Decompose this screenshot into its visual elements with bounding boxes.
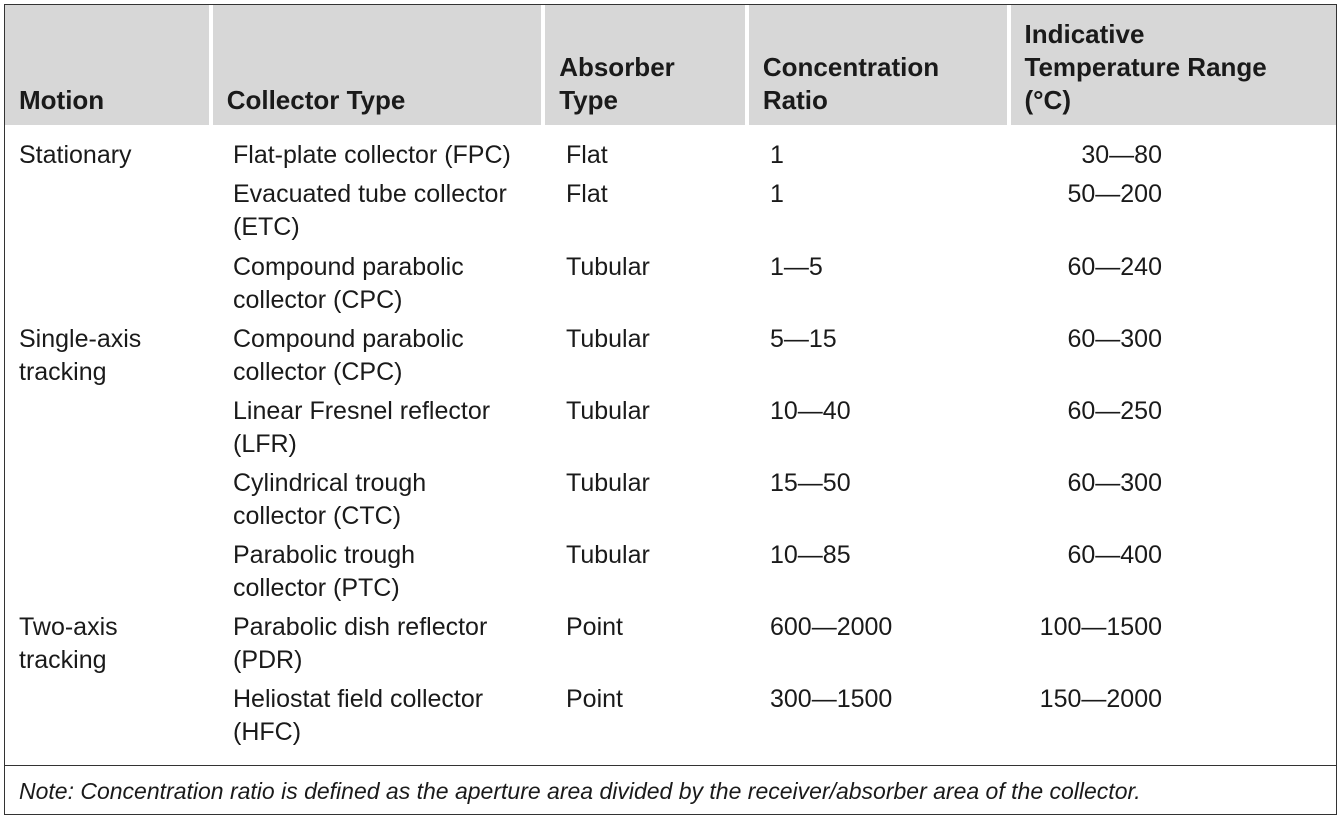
table-note: Note: Concentration ratio is defined as … (19, 778, 1141, 804)
temperature-range-cell: 30—80 (1081, 141, 1162, 169)
header-motion-cell: Motion (5, 5, 213, 125)
concentration-ratio-cell: 600—2000 (770, 613, 893, 641)
concentration-ratio-cell: 15—50 (770, 469, 851, 497)
concentration-ratio-cell: 5—15 (770, 325, 837, 353)
temperature-range-cell: 60—300 (1067, 469, 1162, 497)
concentration-ratio-cell: 1 (770, 180, 784, 208)
temperature-range-cell: 100—1500 (1039, 613, 1162, 641)
collector-type-cell: Compound parabolic collector (CPC) (233, 253, 464, 314)
header-absorber-type-cell: Absorber Type (545, 5, 749, 125)
collector-type-cell: Compound parabolic collector (CPC) (233, 325, 464, 386)
header-motion: Motion (19, 85, 105, 115)
absorber-type-cell: Tubular (566, 397, 650, 425)
header-collector-type-cell: Collector Type (212, 5, 546, 125)
concentration-ratio-cell: 10—40 (770, 397, 851, 425)
absorber-type-cell: Tubular (566, 325, 650, 353)
header-temperature-range-cell: Indicative Temperature Range (°C) (1010, 5, 1336, 125)
collector-type-cell: Flat-plate collector (FPC) (233, 141, 511, 169)
concentration-ratio-cell: 1 (770, 141, 784, 169)
collector-table: Motion Collector Type Absorber Type Conc… (4, 4, 1337, 815)
temperature-range-cell: 60—240 (1067, 253, 1162, 281)
concentration-ratio-cell: 1—5 (770, 253, 823, 281)
absorber-type-cell: Tubular (566, 541, 650, 569)
note-divider (5, 765, 1336, 766)
motion-cell: Stationary (19, 141, 132, 169)
motion-cell: Single-axis tracking (19, 325, 142, 386)
absorber-type-cell: Point (566, 613, 623, 641)
temperature-range-cell: 60—250 (1067, 397, 1162, 425)
header-collector-type: Collector Type (226, 85, 406, 115)
absorber-type-cell: Point (566, 685, 623, 713)
absorber-type-cell: Tubular (566, 469, 650, 497)
header-absorber-type: Absorber Type (559, 52, 675, 115)
table-header: Motion Collector Type Absorber Type Conc… (5, 5, 1336, 125)
temperature-range-cell: 60—300 (1067, 325, 1162, 353)
temperature-range-cell: 60—400 (1067, 541, 1162, 569)
collector-type-cell: Evacuated tube collector (ETC) (233, 180, 507, 241)
collector-type-cell: Linear Fresnel reflector (LFR) (233, 397, 491, 458)
collector-type-cell: Heliostat field collector (HFC) (233, 685, 484, 746)
collector-type-cell: Cylindrical trough collector (CTC) (233, 469, 427, 530)
absorber-type-cell: Flat (566, 141, 608, 169)
header-concentration-ratio: Concentration Ratio (762, 52, 940, 115)
collector-type-cell: Parabolic dish reflector (PDR) (233, 613, 488, 674)
absorber-type-cell: Tubular (566, 253, 650, 281)
concentration-ratio-cell: 10—85 (770, 541, 851, 569)
absorber-type-cell: Flat (566, 180, 608, 208)
motion-cell: Two-axis tracking (19, 613, 118, 674)
temperature-range-cell: 150—2000 (1039, 685, 1162, 713)
header-temperature-range: Indicative Temperature Range (°C) (1024, 19, 1267, 115)
concentration-ratio-cell: 300—1500 (770, 685, 893, 713)
temperature-range-cell: 50—200 (1067, 180, 1162, 208)
collector-type-cell: Parabolic trough collector (PTC) (233, 541, 416, 602)
header-concentration-ratio-cell: Concentration Ratio (748, 5, 1011, 125)
